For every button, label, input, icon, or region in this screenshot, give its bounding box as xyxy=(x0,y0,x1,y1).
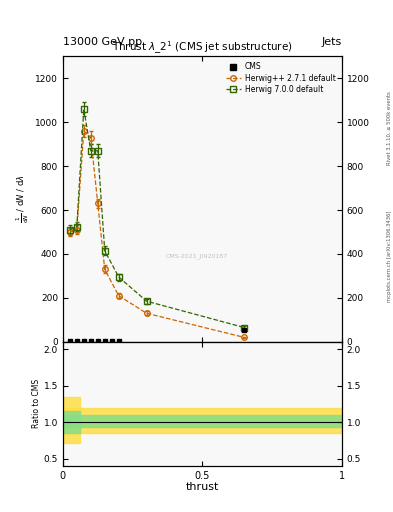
Text: 13000 GeV pp: 13000 GeV pp xyxy=(63,37,142,47)
Title: Thrust $\lambda\_2^1$ (CMS jet substructure): Thrust $\lambda\_2^1$ (CMS jet substruct… xyxy=(112,40,293,56)
X-axis label: thrust: thrust xyxy=(186,482,219,492)
Text: mcplots.cern.ch [arXiv:1306.3436]: mcplots.cern.ch [arXiv:1306.3436] xyxy=(387,210,391,302)
Text: CMS-2021_JI920187: CMS-2021_JI920187 xyxy=(166,253,228,259)
Y-axis label: Ratio to CMS: Ratio to CMS xyxy=(32,379,41,429)
Legend: CMS, Herwig++ 2.7.1 default, Herwig 7.0.0 default: CMS, Herwig++ 2.7.1 default, Herwig 7.0.… xyxy=(224,60,338,96)
Text: Jets: Jets xyxy=(321,37,342,47)
Text: Rivet 3.1.10, ≥ 500k events: Rivet 3.1.10, ≥ 500k events xyxy=(387,91,391,165)
Y-axis label: $\frac{1}{\mathrm{d}N}$ / $\mathrm{d}N$ / $\mathrm{d}\lambda$: $\frac{1}{\mathrm{d}N}$ / $\mathrm{d}N$ … xyxy=(15,175,31,223)
